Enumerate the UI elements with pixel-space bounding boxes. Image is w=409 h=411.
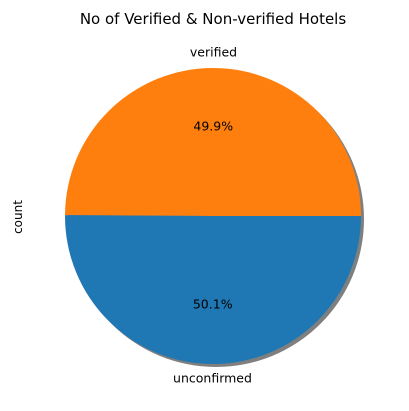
slice-percent-label-unconfirmed: 50.1% (193, 296, 233, 311)
pie-slice-unconfirmed (65, 215, 361, 365)
pie-slices (65, 68, 362, 365)
slice-label-unconfirmed: unconfirmed (173, 370, 252, 385)
pie-slice-verified (65, 68, 362, 216)
pie-labels: verified 49.9% unconfirmed 50.1% (173, 45, 252, 386)
chart-title: No of Verified & Non-verified Hotels (80, 10, 347, 28)
y-axis-label: count (11, 200, 25, 234)
slice-label-verified: verified (190, 45, 237, 60)
slice-percent-label-verified: 49.9% (193, 119, 233, 134)
